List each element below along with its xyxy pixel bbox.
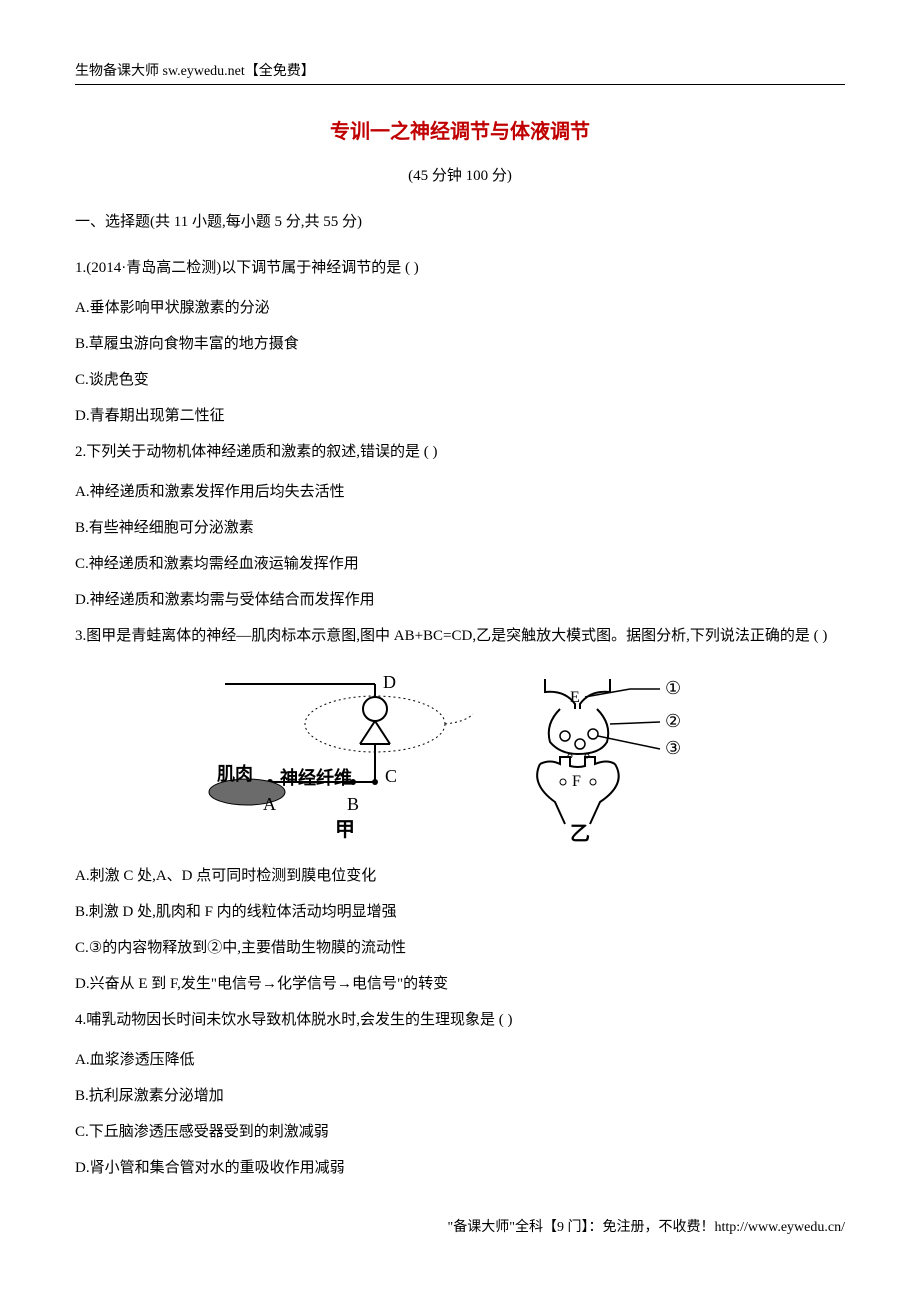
label-d: D xyxy=(383,672,396,692)
label-c: C xyxy=(385,766,397,786)
document-title: 专训一之神经调节与体液调节 xyxy=(75,115,845,144)
label-3: ③ xyxy=(665,738,681,758)
q1-option-b: B.草履虫游向食物丰富的地方摄食 xyxy=(75,326,845,362)
header-text: 生物备课大师 sw.eywedu.net【全免费】 xyxy=(75,64,315,79)
footer-text: "备课大师"全科【9 门】：免注册，不收费！http://www.eywedu.… xyxy=(75,1216,845,1236)
label-muscle: 肌肉 xyxy=(217,763,253,784)
q4-stem: 4.哺乳动物因长时间未饮水导致机体脱水时,会发生的生理现象是 ( ) xyxy=(75,1002,845,1038)
caption-jia: 甲 xyxy=(335,819,355,841)
label-1: ① xyxy=(665,678,681,698)
diagram-row: D C 肌肉 神经纤维 A B xyxy=(75,664,845,844)
header-area: 生物备课大师 sw.eywedu.net【全免费】 xyxy=(75,60,845,85)
q1-option-d: D.青春期出现第二性征 xyxy=(75,398,845,434)
diagram-jia: D C 肌肉 神经纤维 A B xyxy=(205,664,475,844)
section-1-header: 一、选择题(共 11 小题,每小题 5 分,共 55 分) xyxy=(75,209,845,236)
label-nerve: 神经纤维 xyxy=(280,767,352,788)
q1-stem: 1.(2014·青岛高二检测)以下调节属于神经调节的是 ( ) xyxy=(75,250,845,286)
q4-option-c: C.下丘脑渗透压感受器受到的刺激减弱 xyxy=(75,1114,845,1150)
q3-option-d: D.兴奋从 E 到 F,发生"电信号→化学信号→电信号"的转变 xyxy=(75,966,845,1002)
label-a: A xyxy=(263,794,276,814)
q1-option-c: C.谈虎色变 xyxy=(75,362,845,398)
page-container: 生物备课大师 sw.eywedu.net【全免费】 专训一之神经调节与体液调节 … xyxy=(0,0,920,1276)
q2-option-c: C.神经递质和激素均需经血液运输发挥作用 xyxy=(75,546,845,582)
q3-option-a: A.刺激 C 处,A、D 点可同时检测到膜电位变化 xyxy=(75,858,845,894)
q1-option-a: A.垂体影响甲状腺激素的分泌 xyxy=(75,290,845,326)
document-subtitle: (45 分钟 100 分) xyxy=(75,164,845,185)
q3-stem: 3.图甲是青蛙离体的神经—肌肉标本示意图,图中 AB+BC=CD,乙是突触放大模… xyxy=(75,618,845,654)
q2-stem: 2.下列关于动物机体神经递质和激素的叙述,错误的是 ( ) xyxy=(75,434,845,470)
label-e: E xyxy=(570,689,580,706)
q4-option-d: D.肾小管和集合管对水的重吸收作用减弱 xyxy=(75,1150,845,1186)
q2-option-d: D.神经递质和激素均需与受体结合而发挥作用 xyxy=(75,582,845,618)
q4-option-b: B.抗利尿激素分泌增加 xyxy=(75,1078,845,1114)
diagram-yi: E ① ② ③ F 乙 xyxy=(515,664,715,844)
q3-option-b: B.刺激 D 处,肌肉和 F 内的线粒体活动均明显增强 xyxy=(75,894,845,930)
q2-option-b: B.有些神经细胞可分泌激素 xyxy=(75,510,845,546)
q2-option-a: A.神经递质和激素发挥作用后均失去活性 xyxy=(75,474,845,510)
q4-option-a: A.血浆渗透压降低 xyxy=(75,1042,845,1078)
label-2: ② xyxy=(665,711,681,731)
q3-option-c: C.③的内容物释放到②中,主要借助生物膜的流动性 xyxy=(75,930,845,966)
label-b: B xyxy=(347,794,359,814)
label-f: F xyxy=(572,773,581,790)
caption-yi: 乙 xyxy=(570,823,590,844)
